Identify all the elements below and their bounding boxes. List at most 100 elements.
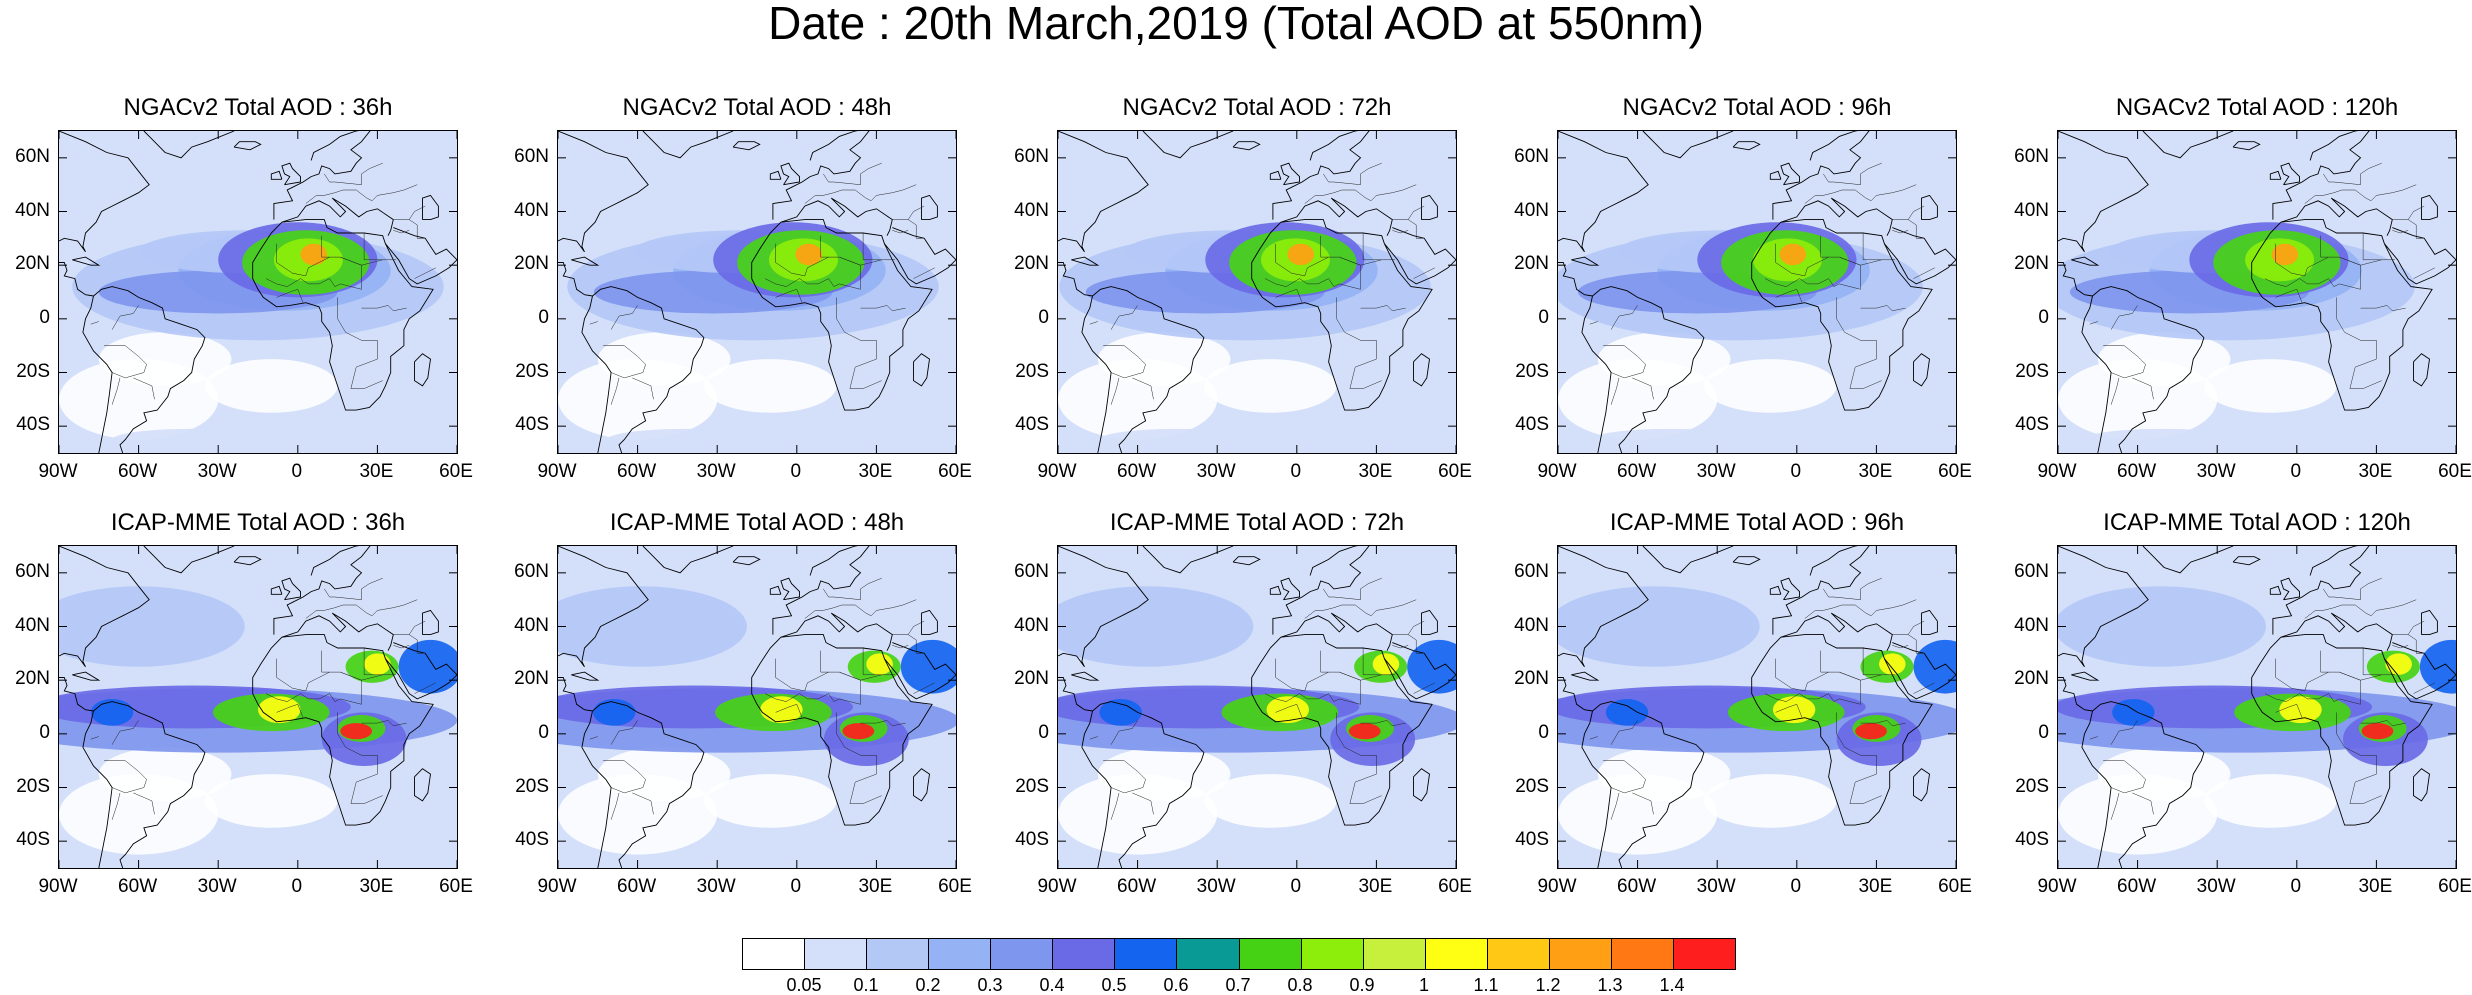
country-border	[1610, 305, 1638, 330]
coastline	[59, 546, 150, 668]
coastline	[414, 768, 431, 802]
lat-tick-label: 0	[538, 721, 549, 743]
coastline	[1571, 671, 1600, 681]
lon-tick-label: 0	[1290, 876, 1302, 897]
lat-tick-label: 40N	[15, 199, 50, 221]
coastline	[2058, 546, 2149, 668]
country-border	[1632, 792, 1654, 815]
country-border	[610, 792, 620, 820]
coastline	[2232, 556, 2261, 566]
lon-tick-label: 90W	[38, 461, 78, 482]
country-border	[2392, 230, 2409, 234]
country-border	[892, 645, 909, 649]
coastline	[809, 546, 858, 576]
aod-map	[1557, 545, 1957, 869]
country-border	[913, 267, 935, 279]
panel-title: ICAP-MME Total AOD : 120h	[2103, 509, 2411, 536]
aod-field	[90, 698, 134, 726]
coastline	[2092, 286, 2205, 453]
coastline	[1913, 353, 1930, 387]
lon-tick-label: 30W	[696, 876, 736, 897]
aod-clean-patch	[1597, 332, 1731, 386]
colorbar-label: 1	[1418, 975, 1430, 995]
country-border	[2339, 256, 2382, 266]
coastline	[1921, 194, 1938, 221]
lat-tick-label: 20S	[1015, 775, 1049, 797]
coastline	[1571, 256, 1600, 266]
colorbar-swatch	[1053, 939, 1116, 969]
coastline	[2092, 701, 2205, 868]
coastline	[1809, 131, 1858, 161]
coastline	[1732, 141, 1761, 151]
country-border	[2362, 648, 2395, 676]
country-border	[2408, 634, 2425, 654]
aod-field	[1099, 698, 1142, 726]
aod-field	[558, 586, 747, 667]
coastline	[59, 262, 94, 297]
lon-tick-label: 60W	[1117, 461, 1157, 482]
country-border	[1413, 267, 1435, 279]
colorbar-swatch	[929, 939, 992, 969]
country-border	[2103, 345, 2146, 379]
lat-tick-label: 0	[39, 721, 50, 743]
country-border	[1839, 671, 1882, 681]
aod-field	[1287, 243, 1315, 266]
country-border	[2296, 704, 2303, 718]
aod-field	[2419, 639, 2456, 694]
lon-tick-label: 90W	[38, 876, 78, 897]
country-border	[2413, 267, 2435, 279]
coastline	[1272, 546, 1370, 635]
country-border	[1589, 321, 1598, 325]
country-border	[1103, 760, 1146, 794]
colorbar-swatch	[867, 939, 930, 969]
coastline	[72, 256, 101, 266]
country-border	[589, 736, 598, 740]
coastline	[233, 141, 262, 151]
aod-map	[557, 545, 957, 869]
aod-map	[58, 545, 458, 869]
aod-field	[1372, 653, 1400, 675]
aod-field	[2271, 243, 2299, 266]
aod-clean-patch	[2203, 774, 2337, 828]
coastline	[809, 131, 858, 161]
country-border	[2103, 760, 2146, 794]
aod-field	[1772, 696, 1816, 724]
coastline	[1751, 634, 1933, 826]
aod-clean-patch	[98, 747, 232, 801]
country-border	[393, 205, 426, 220]
aod-field	[2361, 723, 2394, 740]
coastline	[422, 609, 439, 636]
country-border	[1362, 233, 1395, 261]
country-border	[603, 345, 646, 379]
coastline	[1309, 546, 1358, 576]
lat-tick-label: 20S	[515, 775, 549, 797]
aod-clean-patch	[1597, 747, 1731, 801]
colorbar-swatch	[805, 939, 868, 969]
coastline	[1142, 546, 1234, 574]
country-border	[603, 760, 646, 794]
coastline	[273, 546, 371, 635]
lat-tick-label: 20N	[15, 253, 50, 275]
country-border	[297, 704, 304, 718]
coastline	[281, 577, 301, 601]
lon-tick-label: 60W	[2117, 461, 2157, 482]
coastline	[1581, 710, 1612, 868]
country-border	[839, 256, 882, 266]
coastline	[1558, 131, 1649, 253]
coastline	[2058, 262, 2093, 297]
country-border	[1860, 305, 1906, 312]
country-border	[2275, 289, 2297, 298]
country-border	[409, 219, 426, 239]
coastline	[642, 131, 734, 159]
country-border	[2110, 377, 2120, 405]
panel-title: NGACv2 Total AOD : 72h	[1122, 94, 1392, 121]
country-border	[1110, 305, 1138, 330]
coastline	[422, 194, 439, 221]
lon-tick-label: 60W	[118, 461, 158, 482]
aod-field	[258, 696, 301, 724]
country-border	[892, 620, 925, 635]
colorbar-swatch	[1487, 939, 1550, 969]
coastline	[252, 219, 434, 411]
country-border	[589, 321, 598, 325]
country-border	[1392, 230, 1409, 234]
